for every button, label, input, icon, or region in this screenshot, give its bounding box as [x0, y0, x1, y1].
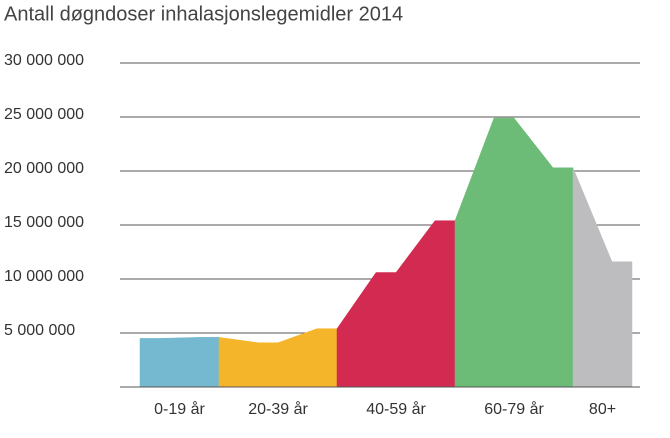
area-segment — [277, 328, 338, 388]
y-tick-label: 25 000 000 — [4, 106, 84, 123]
y-tick-label: 15 000 000 — [4, 214, 84, 231]
x-category-label: 20-39 år — [248, 400, 308, 418]
area-segment — [336, 272, 397, 388]
y-tick-label: 20 000 000 — [4, 160, 84, 177]
area-segment — [454, 117, 515, 388]
area-segment — [572, 167, 633, 388]
y-tick-label: 10 000 000 — [4, 268, 84, 285]
area-segment — [139, 338, 161, 388]
area-segment — [395, 220, 456, 388]
area-segment — [159, 337, 220, 388]
x-category-label: 0-19 år — [154, 400, 205, 418]
chart-title: Antall døgndoser inhalasjonslegemidler 2… — [4, 3, 403, 25]
x-category-label: 80+ — [589, 401, 616, 418]
y-tick-label: 5 000 000 — [4, 322, 75, 339]
area-segment — [513, 117, 574, 388]
x-category-label: 40-59 år — [366, 400, 426, 418]
x-category-label: 60-79 år — [484, 400, 544, 418]
area-segment — [218, 337, 279, 388]
y-tick-label: 30 000 000 — [4, 52, 84, 69]
